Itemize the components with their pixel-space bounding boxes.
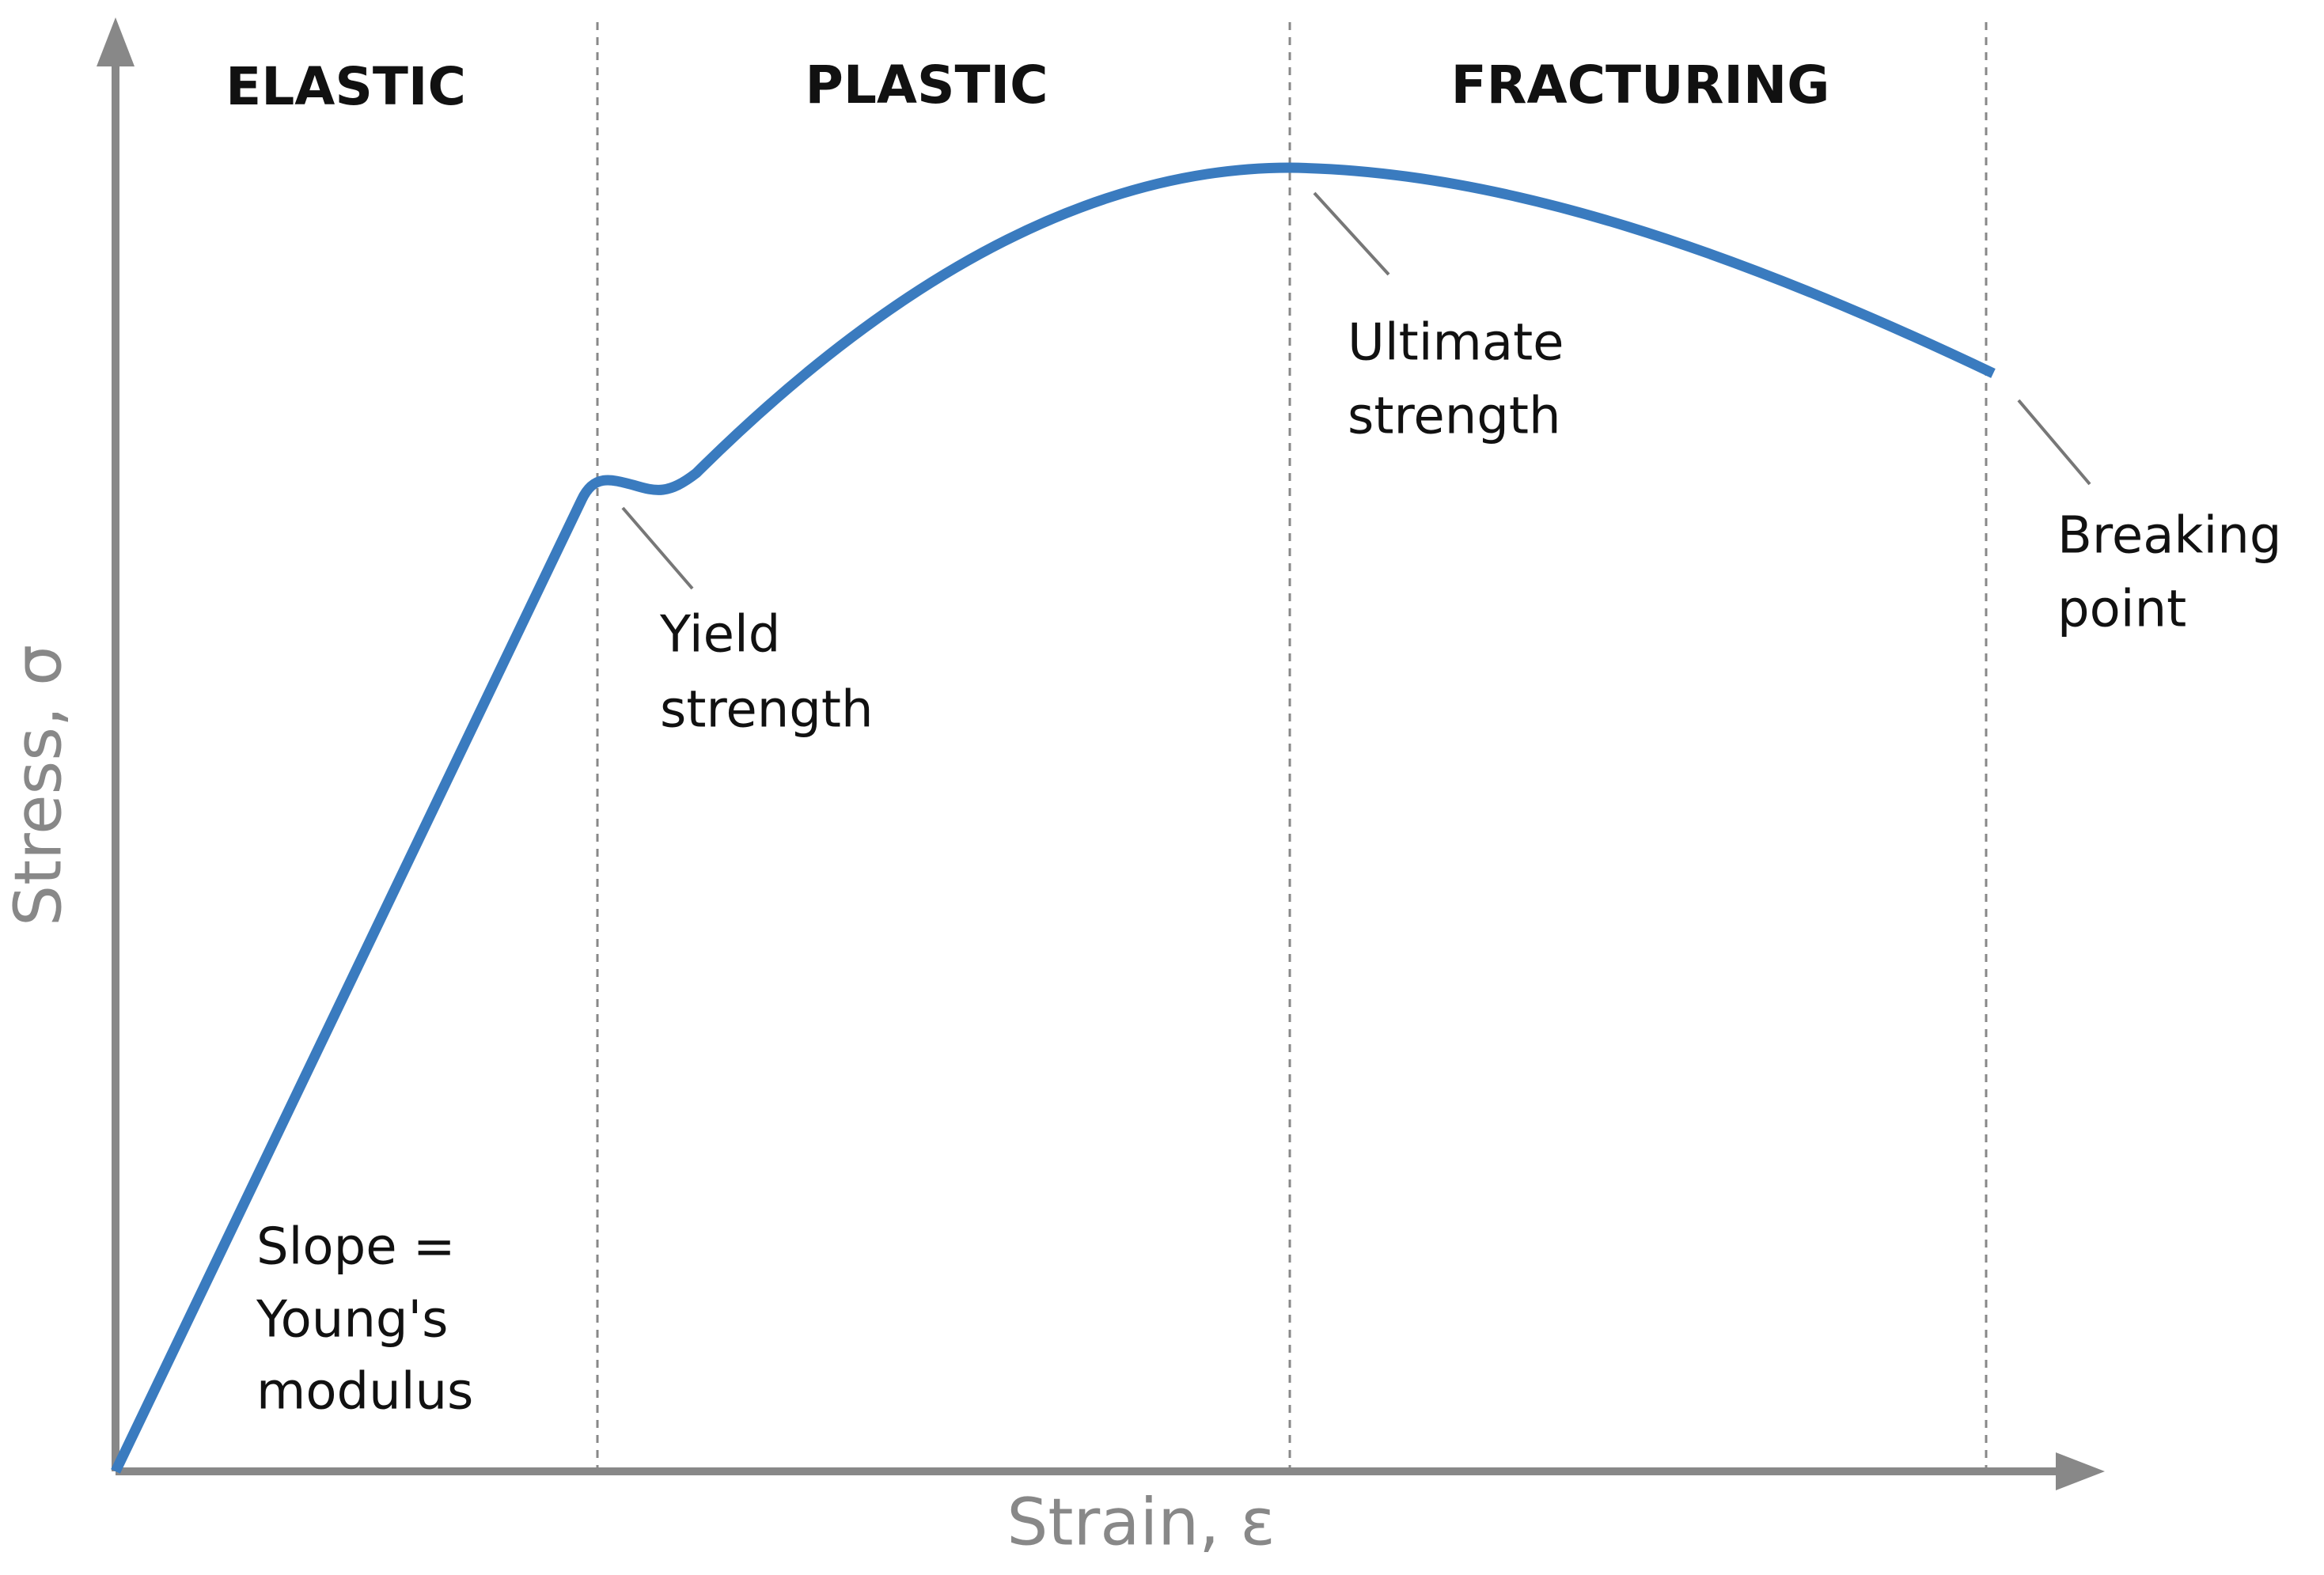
annotation: Young's [256,1291,448,1350]
region-label: PLASTIC [805,55,1048,115]
annotation: point [2057,581,2186,639]
leader-line [1313,191,1390,276]
annotation: modulus [256,1363,473,1422]
annotation: Slope = [256,1218,456,1277]
y-axis-arrow [97,17,135,66]
annotation: Ultimate [1348,314,1564,373]
annotation: strength [1348,388,1561,446]
region-label: ELASTIC [226,56,466,117]
leader-line [621,506,694,590]
leader-line [2017,399,2091,486]
annotation: Breaking [2057,507,2281,566]
x-axis-label: Strain, ε [1007,1485,1275,1560]
region-label: FRACTURING [1451,55,1830,115]
y-axis-label: Stress, σ [1,645,76,926]
x-axis-arrow [2056,1452,2105,1490]
annotation: strength [660,681,874,740]
annotation: Yield [659,606,780,664]
stress-strain-curve [111,162,1996,1474]
